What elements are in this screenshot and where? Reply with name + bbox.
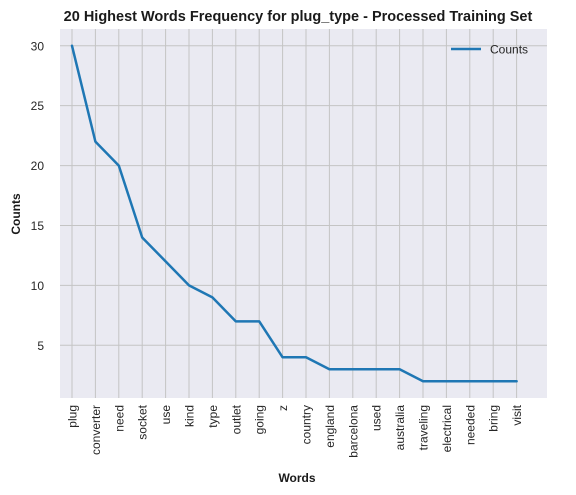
- x-tick-label: type: [206, 405, 220, 428]
- x-tick-label: socket: [136, 404, 150, 439]
- x-tick-label: bring: [487, 405, 501, 432]
- x-tick-label: used: [370, 405, 384, 431]
- x-tick-label: use: [159, 405, 173, 425]
- x-tick-label: visit: [510, 404, 524, 425]
- x-tick-label: outlet: [229, 404, 243, 434]
- legend-label-counts: Counts: [490, 43, 528, 57]
- y-tick-label: 20: [31, 159, 45, 173]
- y-tick-label: 25: [31, 99, 45, 113]
- x-tick-label: need: [112, 405, 126, 432]
- x-tick-label: country: [300, 405, 314, 444]
- y-tick-label: 30: [31, 39, 45, 53]
- x-tick-label: z: [276, 405, 290, 411]
- x-tick-label: plug: [66, 405, 80, 428]
- y-tick-labels: 5 10 15 20 25 30: [31, 39, 45, 353]
- series-line-counts: [70, 44, 518, 383]
- x-gridlines: [71, 29, 518, 398]
- y-tick-label: 15: [31, 219, 45, 233]
- x-tick-labels: plug converter need socket use kind type outlet…: [66, 404, 525, 457]
- plot-area: [60, 29, 547, 398]
- x-tick-label: converter: [89, 405, 103, 455]
- chart-title: 20 Highest Words Frequency for plug_type…: [64, 9, 533, 25]
- y-axis-label: Counts: [9, 193, 23, 235]
- x-tick-label: needed: [463, 405, 477, 445]
- y-tick-label: 5: [37, 339, 44, 353]
- x-tick-label: going: [253, 405, 267, 434]
- x-tick-label: barcelona: [346, 405, 360, 458]
- y-gridlines: [60, 45, 547, 346]
- series-layer: [70, 44, 518, 383]
- y-tick-label: 10: [31, 279, 45, 293]
- x-tick-label: kind: [183, 405, 197, 427]
- legend: Counts: [451, 43, 528, 57]
- x-tick-label: england: [323, 405, 337, 448]
- x-tick-label: traveling: [417, 405, 431, 450]
- x-tick-label: australia: [393, 405, 407, 451]
- x-tick-label: electrical: [440, 405, 454, 452]
- x-axis-label: Words: [278, 471, 315, 485]
